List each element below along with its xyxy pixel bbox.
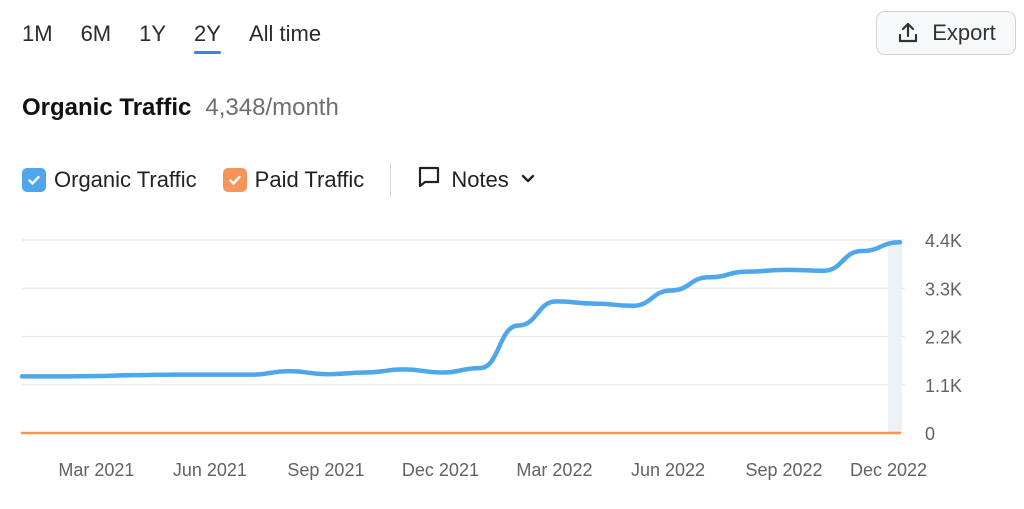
x-tick-label: Jun 2022 bbox=[631, 460, 705, 480]
range-all-time[interactable]: All time bbox=[248, 21, 322, 46]
checkbox-checked-icon[interactable] bbox=[22, 168, 46, 192]
y-tick-label: 3.3K bbox=[925, 279, 962, 299]
traffic-value: 4,348/month bbox=[205, 94, 339, 121]
chevron-down-icon bbox=[519, 167, 537, 193]
x-tick-label: Dec 2021 bbox=[402, 460, 479, 480]
y-tick-label: 1.1K bbox=[925, 376, 962, 396]
organic-traffic-line bbox=[19, 240, 903, 379]
legend-divider bbox=[390, 163, 392, 197]
checkbox-checked-icon[interactable] bbox=[222, 168, 247, 192]
legend-organic-label: Organic Traffic bbox=[54, 167, 197, 192]
legend-paid-traffic[interactable]: Paid Traffic bbox=[222, 167, 365, 193]
export-label: Export bbox=[932, 20, 996, 45]
range-6m[interactable]: 6M bbox=[80, 21, 112, 46]
date-range-selector: 1M 6M 1Y 2Y All time bbox=[22, 20, 349, 54]
range-1y[interactable]: 1Y bbox=[139, 21, 167, 46]
x-tick-label: Sep 2021 bbox=[287, 460, 364, 480]
hover-band bbox=[888, 240, 902, 433]
legend-organic-traffic[interactable]: Organic Traffic bbox=[22, 167, 197, 193]
x-tick-label: Mar 2022 bbox=[516, 460, 592, 480]
page-title: Organic Traffic bbox=[22, 94, 192, 121]
x-tick-label: Mar 2021 bbox=[58, 460, 134, 480]
comment-icon bbox=[417, 165, 441, 195]
x-tick-label: Sep 2022 bbox=[745, 460, 822, 480]
chart-header: Organic Traffic 4,348/month bbox=[22, 94, 339, 122]
organic-traffic-chart: 4.4K 3.3K 2.2K 1.1K 0 Mar 2021 Jun 2021 Sep 202… bbox=[19, 231, 962, 480]
notes-dropdown[interactable]: Notes bbox=[417, 165, 536, 195]
x-tick-label: Dec 2022 bbox=[850, 460, 927, 480]
y-tick-label: 0 bbox=[925, 424, 935, 444]
upload-icon bbox=[896, 21, 920, 45]
legend-paid-label: Paid Traffic bbox=[254, 167, 365, 192]
x-tick-label: Jun 2021 bbox=[173, 460, 247, 480]
y-tick-label: 2.2K bbox=[925, 328, 962, 348]
notes-label: Notes bbox=[451, 167, 509, 192]
y-tick-label: 4.4K bbox=[925, 231, 962, 251]
export-button[interactable]: Export bbox=[876, 11, 1016, 55]
chart-legend: Organic Traffic Paid Traffic Notes bbox=[22, 163, 537, 197]
range-1m[interactable]: 1M bbox=[22, 21, 53, 46]
range-2y[interactable]: 2Y bbox=[194, 20, 221, 54]
